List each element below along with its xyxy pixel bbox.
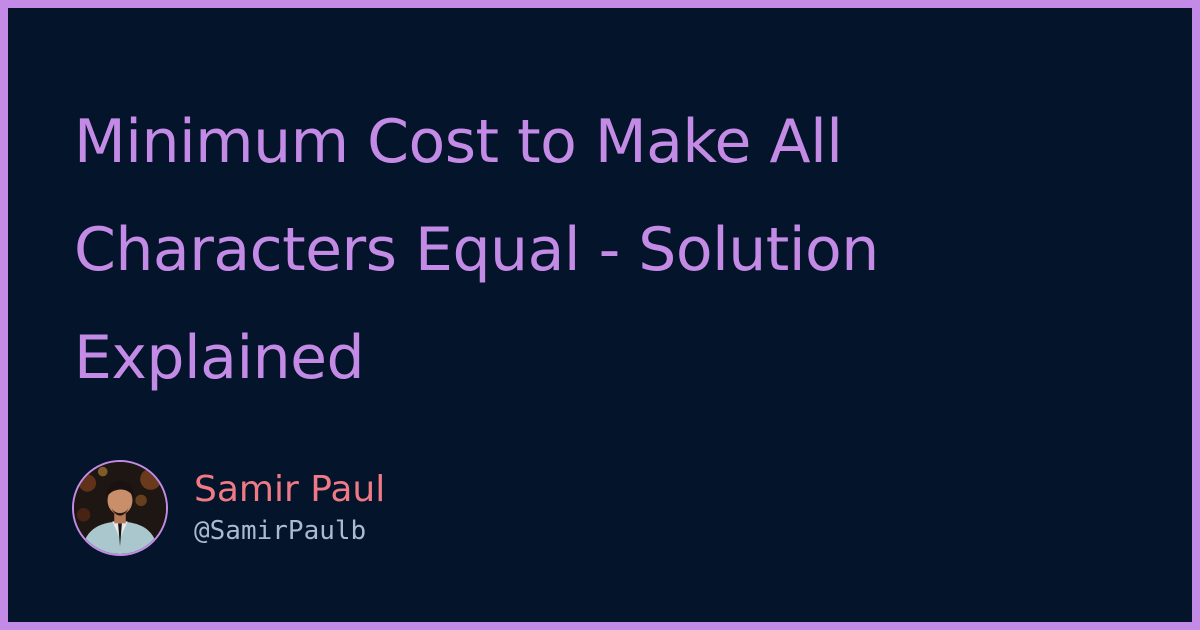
author-avatar xyxy=(72,460,168,556)
author-info: Samir Paul @SamirPaulb xyxy=(194,469,385,547)
social-card: Minimum Cost to Make All Characters Equa… xyxy=(8,8,1192,622)
author-handle: @SamirPaulb xyxy=(194,516,367,546)
author-name: Samir Paul xyxy=(194,469,386,510)
author-photo xyxy=(74,462,166,554)
author-block: Samir Paul @SamirPaulb xyxy=(72,458,385,558)
article-title: Minimum Cost to Make All Characters Equa… xyxy=(74,107,879,393)
